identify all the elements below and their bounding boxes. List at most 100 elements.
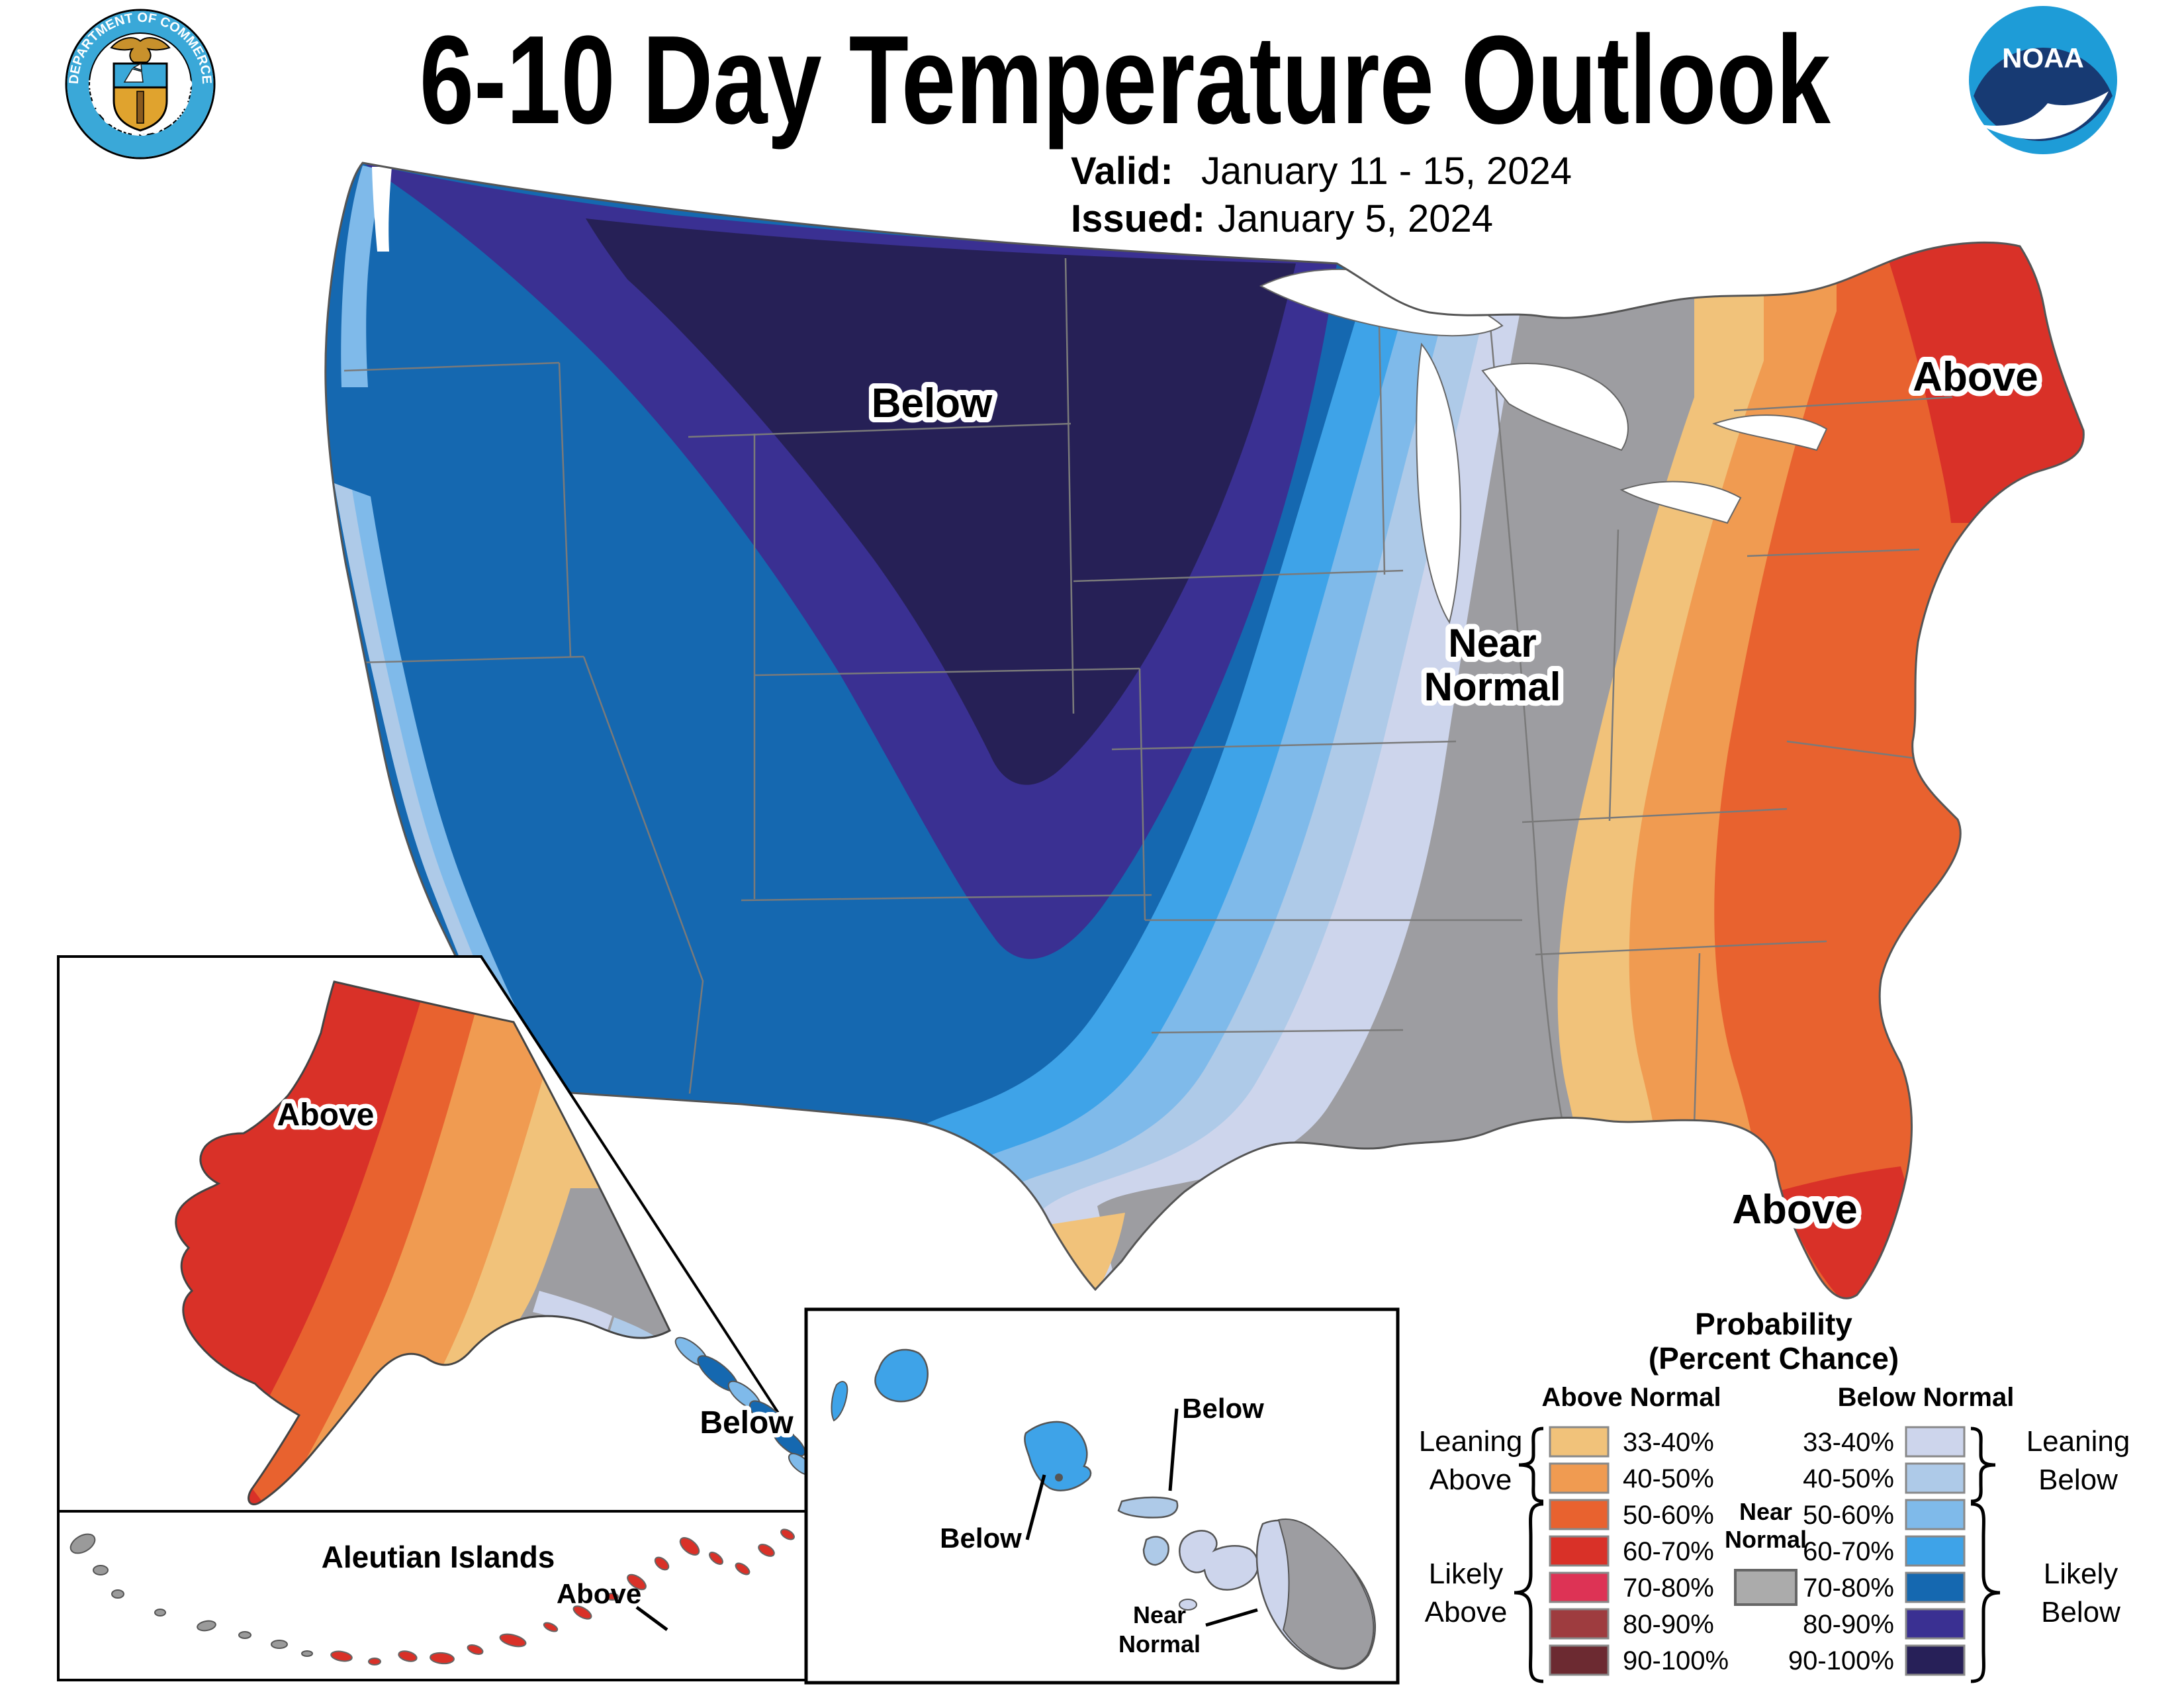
legend-swatch-above-50-60 bbox=[1549, 1499, 1610, 1530]
issued-label: Issued: bbox=[1071, 197, 1205, 240]
legend-label-above-70-80: 70-80% bbox=[1623, 1573, 1714, 1603]
map-label-above-fl: Above bbox=[1732, 1187, 1857, 1233]
legend: Probability (Percent Chance) Above Norma… bbox=[1419, 1307, 2130, 1683]
legend-label-below-90-100: 90-100% bbox=[1788, 1646, 1894, 1675]
legend-leaning-above-2: Above bbox=[1430, 1464, 1512, 1496]
aleutian-islands-gray bbox=[69, 1533, 313, 1657]
noaa-bird-icon bbox=[1979, 91, 2109, 140]
legend-label-below-40-50: 40-50% bbox=[1803, 1464, 1894, 1493]
legend-near-2: Normal bbox=[1725, 1526, 1807, 1553]
legend-swatch-below-80-90 bbox=[1905, 1608, 1966, 1640]
legend-swatch-above-90-100 bbox=[1549, 1644, 1610, 1676]
great-lakes bbox=[1259, 268, 1828, 624]
hawaii-below-oahu-pointer bbox=[1025, 1474, 1046, 1540]
legend-below-column: 33-40% 40-50% 50-60% 60-70% 70-80% 80-90… bbox=[1788, 1426, 1966, 1676]
noaa-logo: NOAA bbox=[1969, 6, 2117, 154]
aleutian-label-above: Above bbox=[557, 1578, 641, 1609]
page-title: 6-10 Day Temperature Outlook bbox=[420, 9, 1831, 150]
hawaii-islands bbox=[831, 1348, 1377, 1670]
legend-label-below-50-60: 50-60% bbox=[1803, 1501, 1894, 1530]
hawaii-label-near-2: Normal bbox=[1118, 1630, 1201, 1658]
lake-ontario bbox=[1712, 414, 1828, 451]
island-niihau bbox=[831, 1381, 848, 1422]
legend-label-above-80-90: 80-90% bbox=[1623, 1610, 1714, 1639]
brace-leaning-below bbox=[1970, 1427, 1996, 1503]
band-ca-coast-50-60 bbox=[334, 483, 537, 1064]
valid-issued-block: Valid: January 11 - 15, 2024 Issued: Jan… bbox=[1071, 150, 1572, 240]
alaska-outline bbox=[175, 980, 671, 1505]
alaska-label-above: Above bbox=[277, 1098, 375, 1133]
legend-swatch-below-50-60 bbox=[1905, 1499, 1966, 1530]
legend-label-below-60-70: 60-70% bbox=[1803, 1537, 1894, 1566]
aleutian-above-pointer bbox=[635, 1605, 668, 1632]
island-kahoolawe bbox=[1179, 1599, 1197, 1611]
band-ca-coast-40-50 bbox=[334, 483, 518, 1064]
brace-leaning-above bbox=[1518, 1427, 1544, 1503]
valid-label: Valid: bbox=[1071, 150, 1173, 193]
seal-eagle-icon bbox=[110, 37, 171, 63]
hawaii-below-molokai-pointer bbox=[1168, 1408, 1179, 1491]
legend-title-2: (Percent Chance) bbox=[1649, 1341, 1899, 1376]
legend-swatch-near-normal bbox=[1734, 1569, 1797, 1606]
map-label-near-2: Normal bbox=[1424, 665, 1561, 709]
legend-label-above-33-40: 33-40% bbox=[1623, 1428, 1714, 1457]
legend-likely-above-2: Above bbox=[1425, 1596, 1508, 1628]
legend-near-1: Near bbox=[1739, 1498, 1792, 1525]
island-hawaii-gray bbox=[1277, 1519, 1375, 1669]
band-below-90-100 bbox=[586, 218, 1296, 785]
legend-swatch-above-60-70 bbox=[1549, 1535, 1610, 1567]
legend-leaning-below-1: Leaning bbox=[2026, 1425, 2130, 1458]
puget-sound-water bbox=[372, 167, 392, 252]
state-borders bbox=[330, 258, 1979, 1152]
legend-likely-below-2: Below bbox=[2041, 1596, 2120, 1628]
legend-label-below-80-90: 80-90% bbox=[1803, 1610, 1894, 1639]
legend-above-column: 33-40% 40-50% 50-60% 60-70% 70-80% 80-90… bbox=[1549, 1426, 1729, 1676]
seal-ship-icon bbox=[123, 62, 144, 83]
legend-swatch-below-33-40 bbox=[1905, 1426, 1966, 1458]
legend-label-above-60-70: 60-70% bbox=[1623, 1537, 1714, 1566]
legend-swatch-above-70-80 bbox=[1549, 1571, 1610, 1603]
hawaii-near-pointer bbox=[1205, 1608, 1258, 1627]
legend-label-below-33-40: 33-40% bbox=[1803, 1428, 1894, 1457]
aleutian-islands bbox=[69, 1528, 795, 1665]
legend-title-1: Probability bbox=[1695, 1307, 1852, 1341]
seal-ring bbox=[67, 11, 214, 158]
island-kauai bbox=[874, 1348, 929, 1403]
valid-value: January 11 - 15, 2024 bbox=[1201, 150, 1572, 193]
island-maui bbox=[1179, 1530, 1259, 1591]
legend-label-above-40-50: 40-50% bbox=[1623, 1464, 1714, 1493]
seal-shield bbox=[113, 62, 168, 132]
brace-likely-above bbox=[1514, 1502, 1544, 1683]
lake-huron bbox=[1481, 363, 1629, 451]
legend-leaning-above-1: Leaning bbox=[1419, 1425, 1523, 1458]
legend-label-below-70-80: 70-80% bbox=[1803, 1573, 1894, 1603]
legend-above-header: Above Normal bbox=[1541, 1383, 1721, 1412]
map-label-below: Below bbox=[872, 381, 993, 426]
legend-leaning-below-2: Below bbox=[2038, 1464, 2118, 1496]
hawaii-label-near-1: Near bbox=[1133, 1601, 1186, 1628]
legend-likely-above-1: Likely bbox=[1429, 1558, 1504, 1590]
legend-swatch-below-90-100 bbox=[1905, 1644, 1966, 1676]
lake-erie bbox=[1619, 481, 1742, 524]
legend-swatch-below-60-70 bbox=[1905, 1535, 1966, 1567]
hawaii-label-below-molokai: Below bbox=[1182, 1393, 1264, 1424]
seal-lighthouse-icon bbox=[136, 91, 144, 124]
hawaii-label-below-oahu: Below bbox=[940, 1523, 1022, 1554]
legend-label-above-50-60: 50-60% bbox=[1623, 1501, 1714, 1530]
island-oahu bbox=[1024, 1421, 1092, 1491]
legend-swatch-above-33-40 bbox=[1549, 1426, 1610, 1458]
brace-likely-below bbox=[1970, 1502, 2001, 1683]
map-label-near-1: Near bbox=[1448, 621, 1536, 665]
legend-below-header: Below Normal bbox=[1838, 1383, 2015, 1412]
island-lanai bbox=[1142, 1536, 1169, 1566]
legend-swatch-above-40-50 bbox=[1549, 1462, 1610, 1494]
noaa-text: NOAA bbox=[2002, 42, 2084, 73]
legend-swatch-below-40-50 bbox=[1905, 1462, 1966, 1494]
map-label-above-ne: Above bbox=[1913, 354, 2038, 400]
aleutian-title: Aleutian Islands bbox=[322, 1540, 555, 1574]
lake-michigan bbox=[1416, 342, 1461, 624]
aleutian-islands-red bbox=[330, 1528, 795, 1665]
legend-swatch-below-70-80 bbox=[1905, 1571, 1966, 1603]
island-oahu-harbor bbox=[1055, 1474, 1063, 1481]
